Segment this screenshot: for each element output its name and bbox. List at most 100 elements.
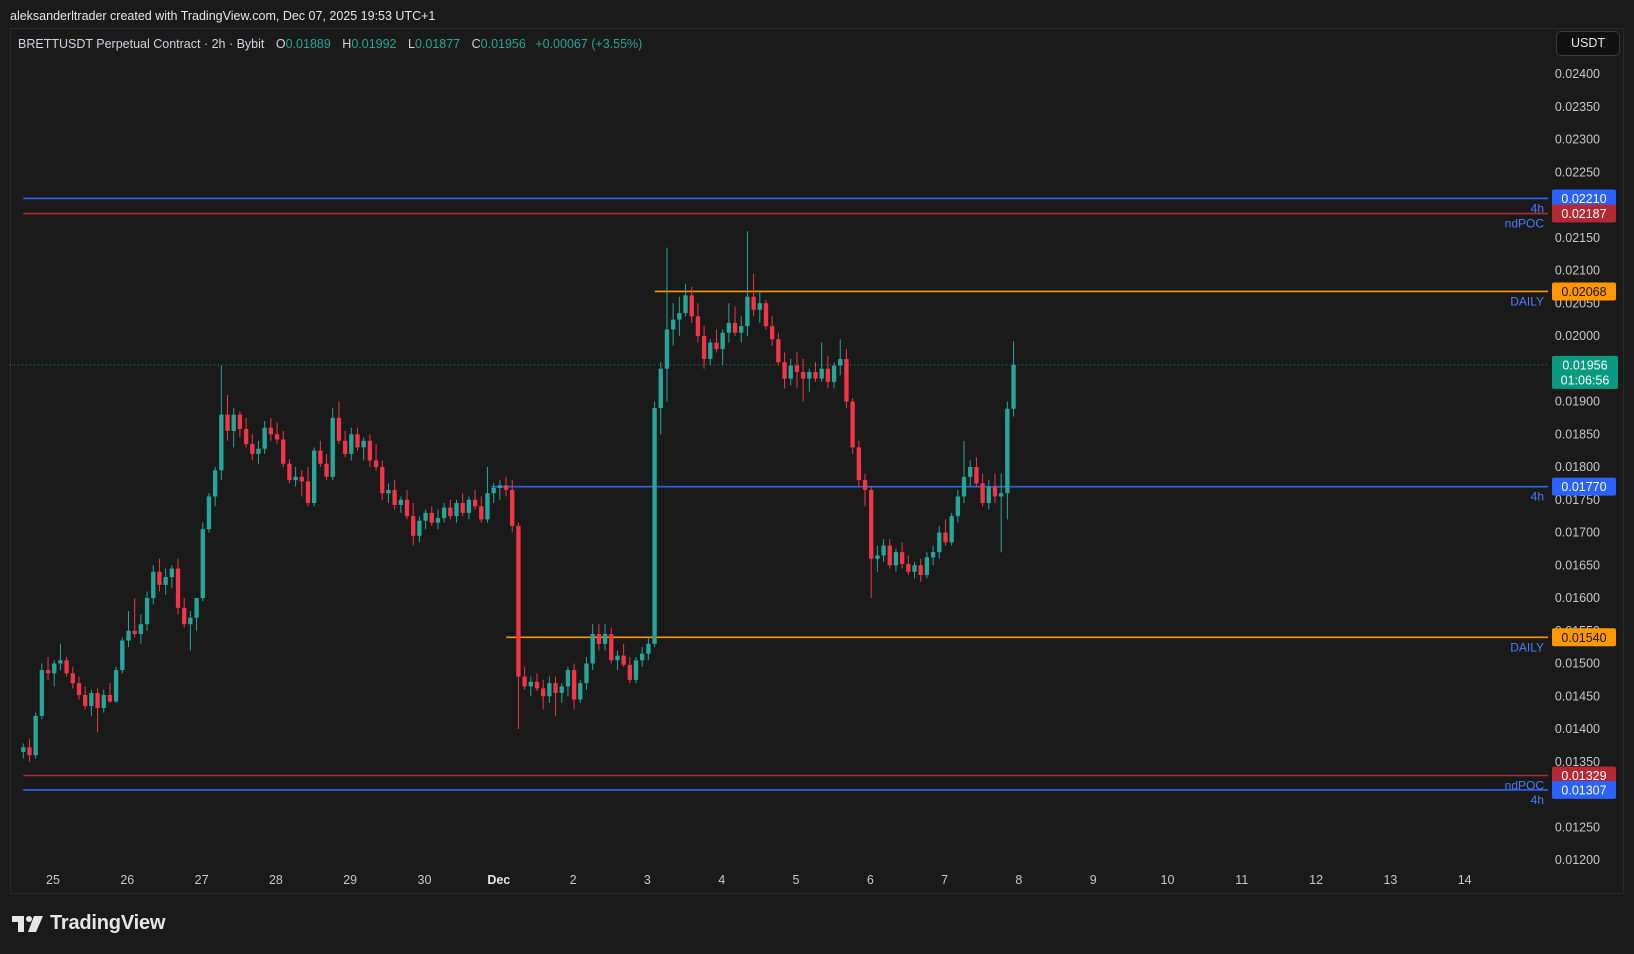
candle[interactable] [151, 565, 156, 605]
candle[interactable] [670, 303, 676, 346]
candle[interactable] [745, 231, 750, 336]
candle[interactable] [838, 339, 843, 376]
candle[interactable] [491, 483, 496, 504]
candle[interactable] [503, 476, 509, 497]
candle[interactable] [83, 686, 88, 710]
candle[interactable] [844, 349, 849, 409]
candle[interactable] [640, 647, 645, 667]
candle[interactable] [144, 591, 150, 631]
candle[interactable] [330, 408, 335, 481]
candle[interactable] [695, 303, 701, 343]
candle[interactable] [590, 624, 595, 671]
candle[interactable] [423, 509, 428, 530]
candle[interactable] [516, 522, 521, 729]
candle[interactable] [175, 558, 181, 615]
candle[interactable] [380, 460, 385, 500]
candle[interactable] [200, 522, 205, 602]
candle[interactable] [949, 512, 954, 546]
candle[interactable] [342, 430, 348, 458]
candle[interactable] [386, 483, 391, 504]
candle[interactable] [794, 352, 800, 389]
candle[interactable] [701, 326, 707, 369]
candle[interactable] [33, 712, 38, 759]
candle[interactable] [126, 611, 131, 648]
candle[interactable] [899, 542, 905, 569]
candle[interactable] [813, 362, 818, 382]
candle[interactable] [522, 666, 527, 690]
candle[interactable] [206, 493, 212, 533]
currency-button[interactable]: USDT [1556, 31, 1620, 56]
candle[interactable] [305, 467, 311, 507]
candle[interactable] [819, 342, 824, 382]
candle[interactable] [584, 656, 589, 690]
candle[interactable] [918, 558, 923, 582]
candle[interactable] [157, 558, 162, 592]
candle[interactable] [782, 352, 787, 389]
candle[interactable] [652, 401, 657, 648]
candle[interactable] [955, 489, 961, 523]
tradingview-brand[interactable]: TradingView [12, 912, 165, 935]
candle[interactable] [256, 440, 261, 464]
candle[interactable] [565, 666, 571, 697]
candle[interactable] [807, 368, 812, 392]
candle[interactable] [862, 473, 868, 507]
candle[interactable] [454, 499, 459, 523]
candle[interactable] [250, 434, 255, 461]
candle[interactable] [318, 440, 323, 467]
candle[interactable] [596, 624, 602, 651]
candle[interactable] [627, 656, 632, 684]
candle[interactable] [262, 421, 267, 454]
candle[interactable] [615, 650, 620, 671]
candle[interactable] [633, 656, 639, 684]
candle[interactable] [850, 398, 855, 454]
candle[interactable] [770, 316, 775, 346]
candle[interactable] [893, 548, 899, 572]
candle[interactable] [45, 656, 51, 680]
candle[interactable] [219, 365, 224, 481]
candle[interactable] [559, 683, 564, 703]
candle[interactable] [664, 247, 670, 402]
candle[interactable] [869, 486, 874, 598]
candle[interactable] [231, 408, 236, 448]
candle[interactable] [163, 568, 168, 595]
candle[interactable] [107, 683, 113, 703]
candle[interactable] [708, 339, 713, 366]
candle[interactable] [268, 417, 274, 441]
candle[interactable] [281, 430, 286, 467]
candle[interactable] [906, 555, 911, 576]
candle[interactable] [398, 496, 403, 513]
candle[interactable] [113, 666, 119, 703]
candle[interactable] [349, 427, 354, 461]
candle[interactable] [609, 627, 614, 664]
candle[interactable] [466, 496, 472, 520]
candle[interactable] [212, 467, 218, 507]
candle[interactable] [825, 355, 831, 389]
candle[interactable] [658, 362, 663, 435]
candle[interactable] [89, 689, 94, 716]
candle[interactable] [95, 688, 100, 733]
candle[interactable] [937, 525, 942, 559]
candle[interactable] [602, 624, 608, 651]
candle[interactable] [683, 283, 688, 317]
candle[interactable] [510, 480, 515, 533]
candle[interactable] [188, 611, 193, 651]
symbol-title[interactable]: BRETTUSDT Perpetual Contract · 2h · Bybi… [18, 37, 265, 51]
candle[interactable] [435, 509, 441, 530]
candle[interactable] [1005, 401, 1010, 520]
candle[interactable] [757, 290, 762, 323]
candle[interactable] [751, 273, 756, 317]
candle[interactable] [534, 673, 540, 692]
candle[interactable] [472, 489, 478, 510]
candle[interactable] [726, 303, 732, 343]
candle[interactable] [881, 539, 886, 562]
candle[interactable] [448, 499, 453, 520]
candle[interactable] [553, 676, 558, 716]
candle[interactable] [293, 467, 298, 487]
candle[interactable] [763, 299, 769, 330]
candle[interactable] [887, 539, 892, 569]
candle[interactable] [274, 422, 280, 445]
candle[interactable] [194, 598, 199, 631]
candle[interactable] [930, 545, 936, 566]
candle[interactable] [547, 676, 552, 703]
